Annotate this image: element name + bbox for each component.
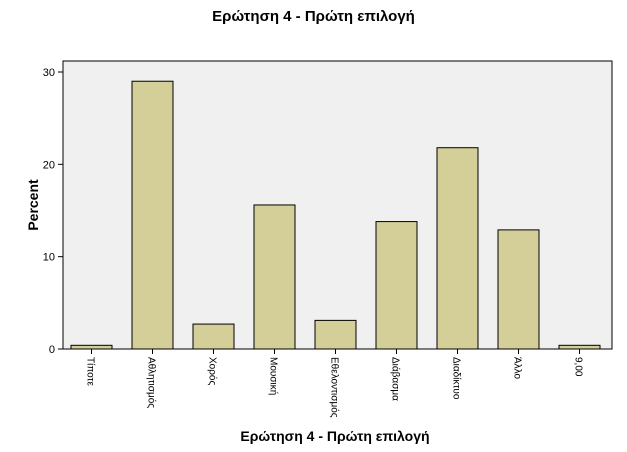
- bar-5: [375, 221, 418, 350]
- x-axis-label: Ερώτηση 4 - Πρώτη επιλογή: [240, 428, 430, 444]
- x-tick-label: Αθλητισμός: [146, 357, 158, 408]
- x-tick-label: Διάβασμα: [390, 357, 402, 401]
- bar-2: [192, 323, 235, 350]
- x-tick-label: Εθελοντισμός: [329, 357, 341, 418]
- x-tick-label: Μουσική: [268, 357, 280, 395]
- x-tick-label: Χορός: [207, 357, 219, 385]
- bars: [70, 80, 601, 350]
- bar-3: [253, 204, 296, 350]
- y-axis: 0 10 20 30: [43, 67, 63, 356]
- bar-1: [131, 80, 174, 350]
- x-axis: Τίποτε Αθλητισμός Χορός Μουσική Εθελοντισμός…: [85, 349, 584, 418]
- y-tick-label: 20: [43, 159, 55, 171]
- y-tick-label: 30: [43, 67, 55, 79]
- x-tick-label: Τίποτε: [85, 357, 97, 386]
- x-tick-label: 9,00: [573, 357, 584, 377]
- x-tick-label: Διαδίκτυο: [451, 357, 463, 400]
- y-axis-label: Percent: [25, 179, 41, 231]
- bar-6: [436, 147, 479, 350]
- bar-8: [558, 344, 601, 350]
- chart-title: Ερώτηση 4 - Πρώτη επιλογή: [212, 8, 415, 25]
- y-tick-label: 0: [49, 344, 55, 356]
- x-tick-label: Άλλο: [512, 357, 523, 380]
- bar-0: [70, 344, 113, 350]
- bar-4: [314, 319, 357, 350]
- y-tick-label: 10: [43, 252, 55, 264]
- bar-7: [497, 229, 540, 350]
